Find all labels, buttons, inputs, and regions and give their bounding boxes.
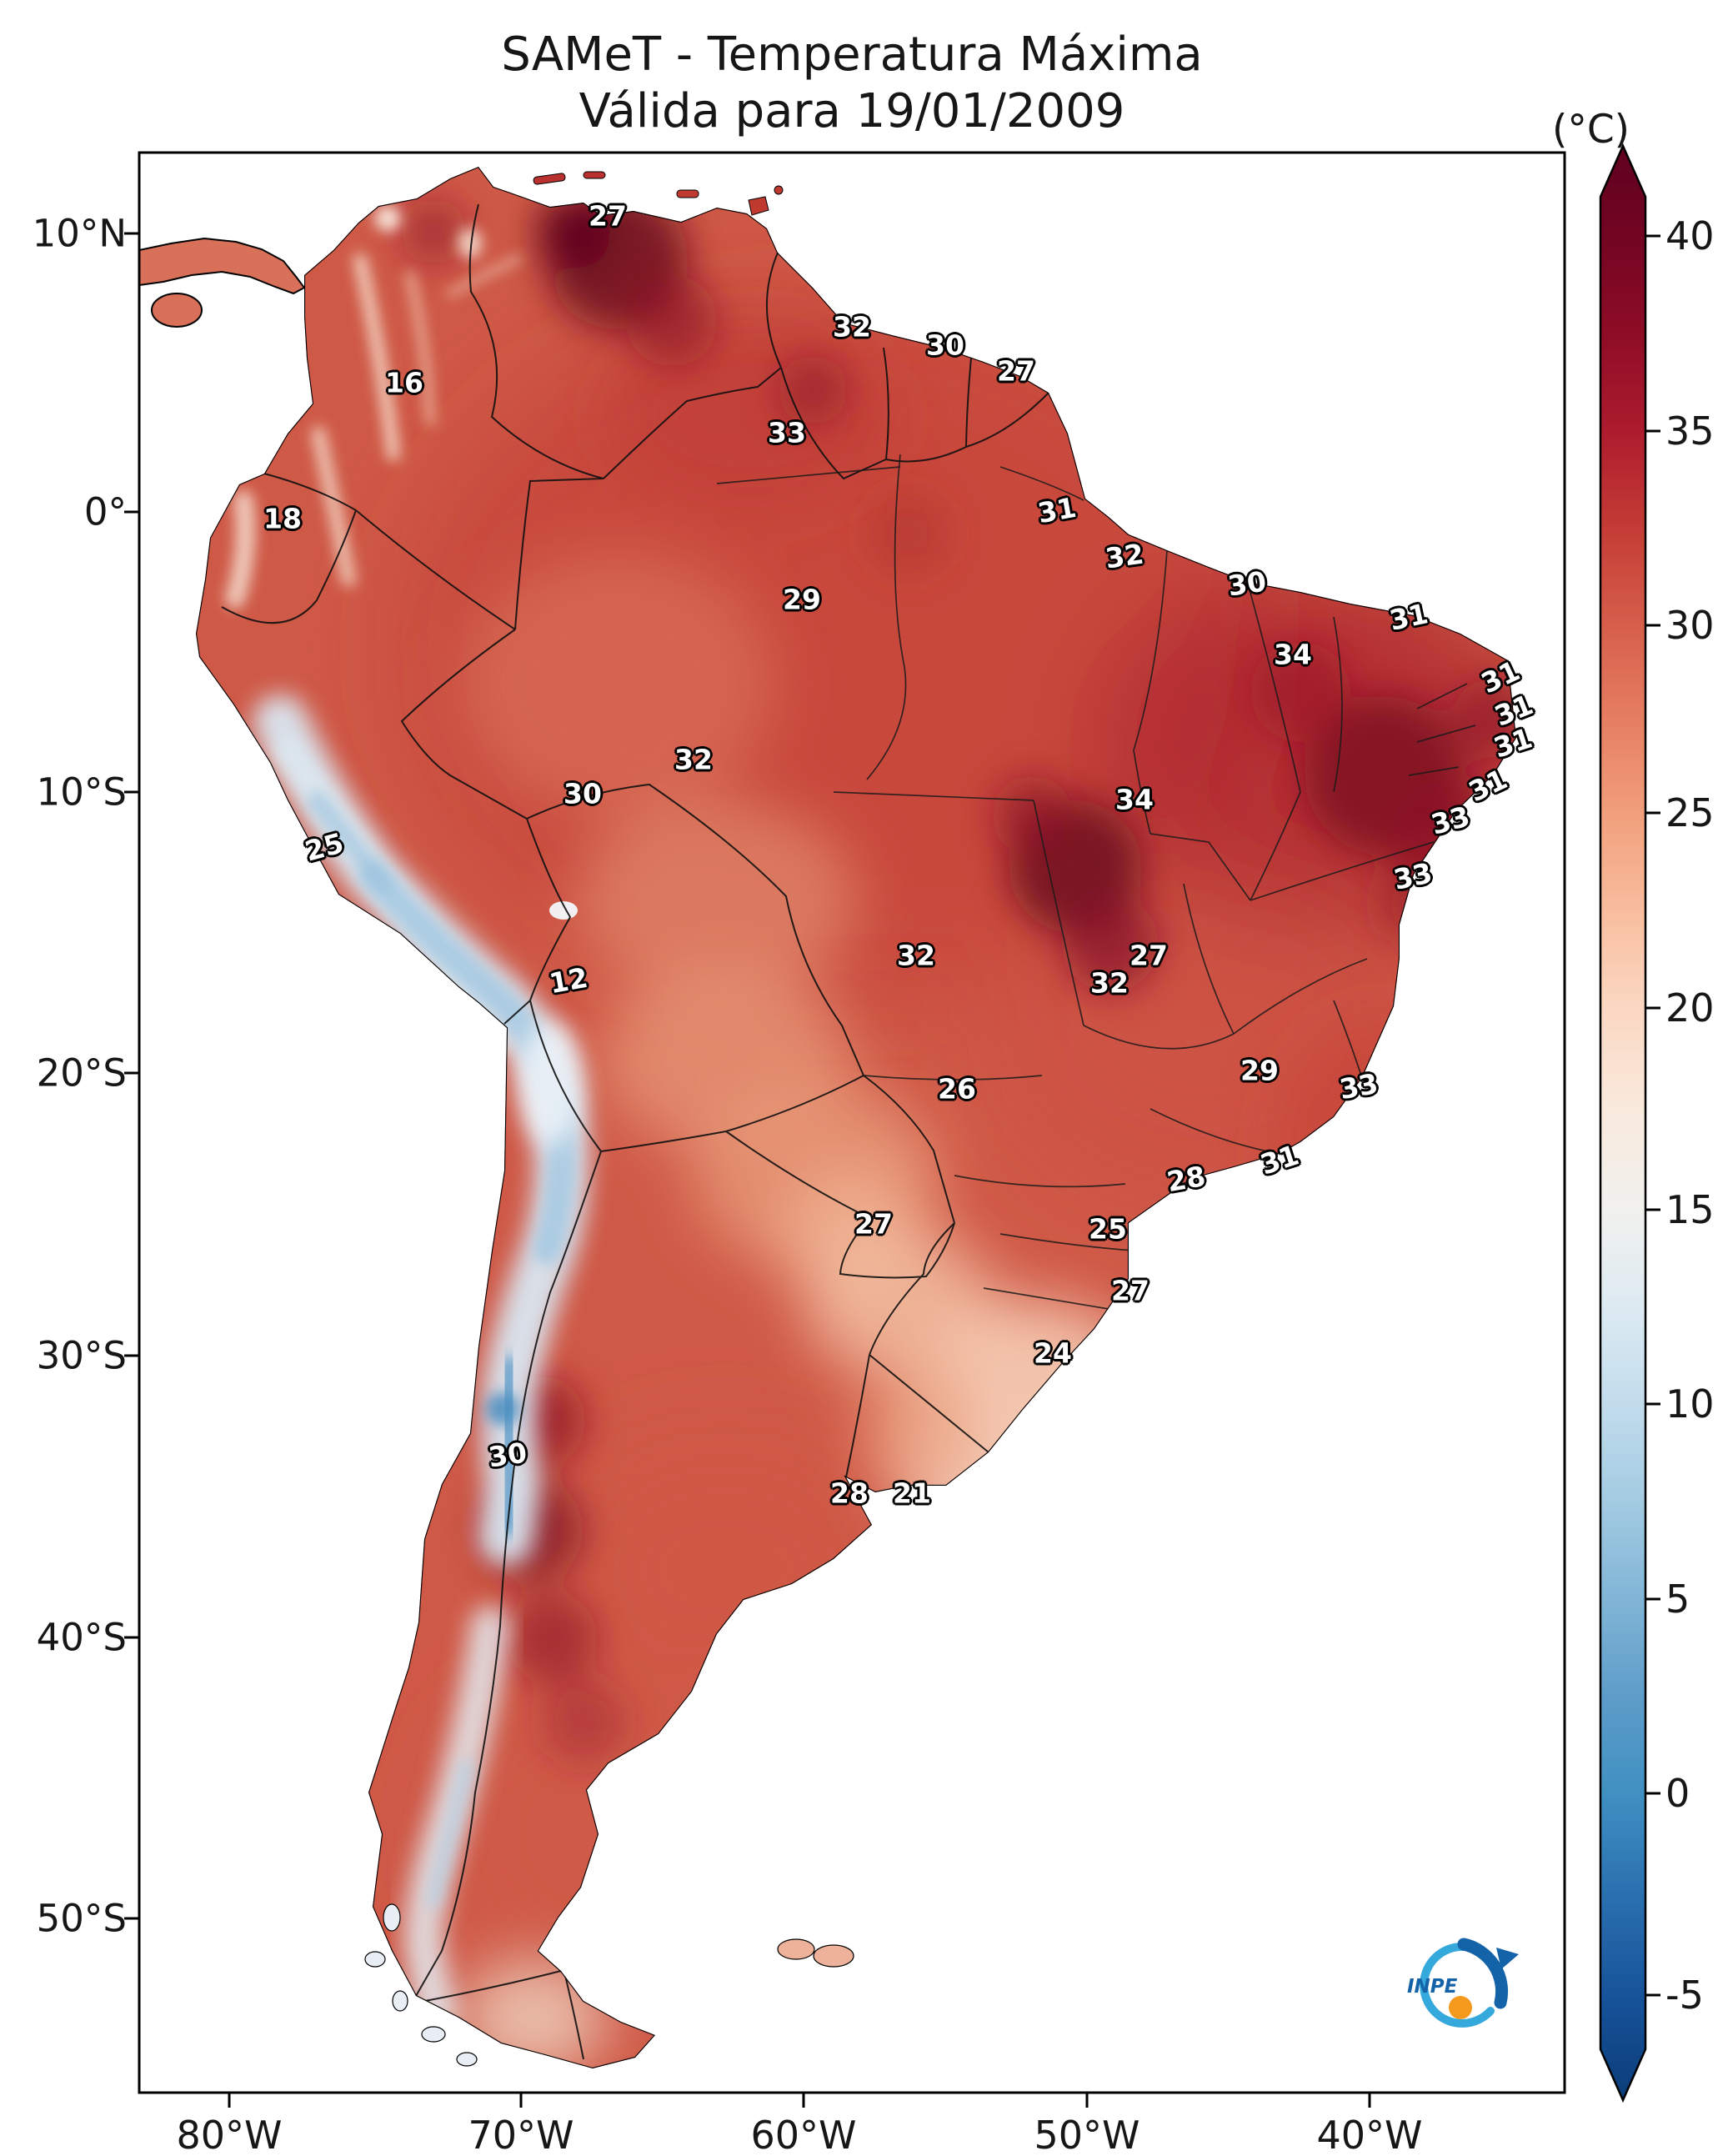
temp-value-label: 28 <box>1164 1159 1209 1199</box>
colorbar-tick-label: 30 <box>1665 603 1715 648</box>
colorbar-tick-label: 0 <box>1665 1771 1690 1816</box>
temp-value-label: 27 <box>854 1207 893 1241</box>
lat-tick-label: 0° <box>83 489 127 534</box>
temp-value-label: 28 <box>830 1477 869 1510</box>
colorbar <box>1599 143 1647 2103</box>
temp-value-label: 29 <box>783 583 821 616</box>
central-america-landmass <box>139 237 306 328</box>
chart-subtitle: Válida para 19/01/2009 <box>579 84 1125 138</box>
lat-tick-label: 40°S <box>36 1615 127 1660</box>
temp-value-label: 12 <box>546 960 591 1000</box>
temp-value-label: 32 <box>1090 966 1129 1000</box>
colorbar-tick-label: 15 <box>1665 1187 1715 1232</box>
lat-tick-label: 10°N <box>32 211 127 256</box>
chart-title: SAMeT - Temperatura Máxima <box>501 28 1203 82</box>
temp-value-label: 27 <box>1111 1274 1150 1307</box>
country-borders <box>221 203 1049 2060</box>
lon-tick-label: 60°W <box>750 2113 857 2156</box>
temp-value-label: 32 <box>897 939 935 972</box>
temp-value-label: 31 <box>1034 490 1079 530</box>
temp-value-label: 29 <box>1240 1054 1279 1087</box>
temp-value-label: 30 <box>926 328 964 362</box>
lat-tick-label: 20°S <box>36 1050 127 1096</box>
colorbar-tick-label: 20 <box>1665 985 1715 1030</box>
state-borders <box>716 454 1476 1310</box>
colorbar-tick-label: 5 <box>1665 1577 1690 1622</box>
lat-tick-label: 50°S <box>36 1896 127 1941</box>
temp-value-label: 25 <box>1089 1212 1127 1246</box>
temp-value-label: 33 <box>768 416 806 449</box>
lon-tick-label: 40°W <box>1316 2113 1423 2156</box>
temp-value-label: 27 <box>997 354 1035 388</box>
inpe-logo-text: INPE <box>1407 1976 1458 1998</box>
inpe-logo-sun <box>1449 1996 1472 2019</box>
temp-value-label: 33 <box>1336 1066 1381 1106</box>
temp-value-label: 32 <box>1103 537 1146 575</box>
colorbar-tick-label: 10 <box>1665 1381 1715 1426</box>
map-frame <box>138 151 1566 2094</box>
caribbean-islands <box>533 171 784 216</box>
temp-value-label: 32 <box>833 310 871 343</box>
colorbar-tick-label: 35 <box>1665 409 1715 454</box>
temp-value-label: 26 <box>938 1072 976 1106</box>
temp-value-label: 30 <box>1225 564 1269 603</box>
lon-tick-label: 80°W <box>176 2113 283 2156</box>
temp-value-label: 30 <box>486 1436 529 1474</box>
temp-value-label: 30 <box>563 777 602 810</box>
colorbar-tick-label: 40 <box>1665 213 1715 258</box>
temp-value-label: 21 <box>893 1477 931 1510</box>
colorbar-tick-label: -5 <box>1665 1973 1704 2018</box>
inpe-logo: INPE <box>1407 1938 1519 2028</box>
temp-value-label: 34 <box>1115 783 1154 816</box>
lon-tick-label: 50°W <box>1034 2113 1140 2156</box>
temp-value-label: 18 <box>263 502 302 535</box>
temp-value-label: 16 <box>385 366 423 399</box>
axis-ticks <box>124 232 1660 2108</box>
colorbar-unit-label: (°C) <box>1552 107 1630 153</box>
temp-value-label: 24 <box>1034 1336 1072 1370</box>
lat-tick-label: 30°S <box>36 1333 127 1378</box>
lat-tick-label: 10°S <box>36 770 127 815</box>
temp-value-label: 34 <box>1274 638 1312 671</box>
temp-value-label: 27 <box>1129 939 1168 972</box>
colorbar-tick-label: 25 <box>1665 790 1715 835</box>
lon-tick-label: 70°W <box>468 2113 574 2156</box>
temp-value-label: 32 <box>674 743 713 776</box>
temp-value-label: 27 <box>589 199 627 233</box>
southern-islands <box>364 1903 854 2067</box>
